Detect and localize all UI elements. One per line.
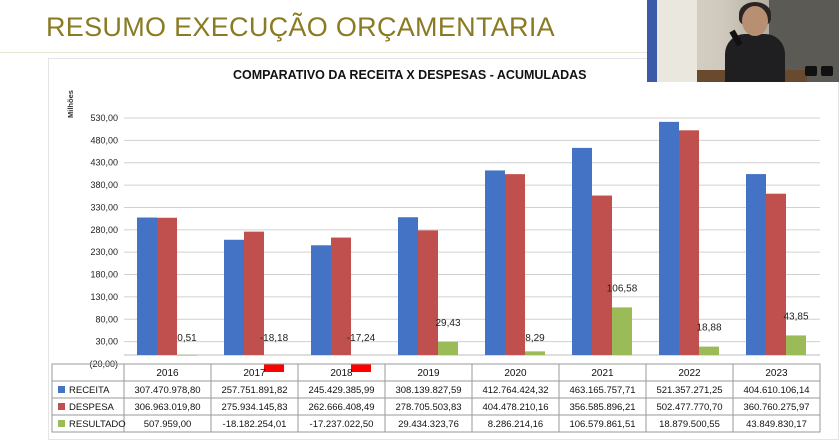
table-cell-despesa-2018: 262.666.408,49 — [308, 402, 374, 413]
table-cell-resultado-2020: 8.286.214,16 — [488, 419, 543, 430]
x-tick-label: 2018 — [330, 368, 353, 379]
bar-resultado-2022 — [699, 346, 719, 356]
y-tick-label: 130,00 — [90, 292, 118, 302]
y-tick-label: 530,00 — [90, 113, 118, 123]
x-tick-label: 2021 — [591, 368, 614, 379]
table-cell-receita-2020: 412.764.424,32 — [482, 385, 548, 396]
x-tick-label: 2017 — [243, 368, 266, 379]
bar-despesa-2020 — [505, 174, 525, 356]
bar-receita-2022 — [659, 121, 679, 356]
bar-despesa-2021 — [592, 195, 612, 356]
chart-data-table: 2016 2017 2018 2019 2020 2021 2022 2023 RECEITA 3… — [51, 363, 821, 433]
data-label-resultado-2020: 8,29 — [525, 333, 545, 344]
table-cell-resultado-2016: 507.959,00 — [144, 419, 192, 430]
bar-resultado-2019 — [438, 341, 458, 356]
table-cell-despesa-2017: 275.934.145,83 — [221, 402, 287, 413]
x-tick-label: 2022 — [678, 368, 701, 379]
table-cell-receita-2021: 463.165.757,71 — [569, 385, 635, 396]
table-cell-resultado-2021: 106.579.861,51 — [569, 419, 635, 430]
x-tick-label: 2016 — [156, 368, 179, 379]
table-cell-resultado-2018: -17.237.022,50 — [310, 419, 374, 430]
chart-panel — [48, 58, 839, 440]
bar-resultado-2020 — [525, 351, 545, 356]
table-cell-despesa-2020: 404.478.210,16 — [482, 402, 548, 413]
y-tick-label: 30,00 — [95, 337, 118, 347]
bar-receita-2017 — [224, 239, 244, 356]
bar-receita-2021 — [572, 147, 592, 356]
table-cell-despesa-2022: 502.477.770,70 — [656, 402, 722, 413]
data-label-resultado-2016: 0,51 — [177, 333, 197, 344]
y-tick-label: 380,00 — [90, 180, 118, 190]
data-label-resultado-2018: -17,24 — [347, 333, 376, 344]
y-tick-label: 80,00 — [95, 314, 118, 324]
data-label-resultado-2017: -18,18 — [260, 333, 289, 344]
table-cell-despesa-2021: 356.585.896,21 — [569, 402, 635, 413]
chart-data-labels: 0,51 -18,18 -17,24 29,43 8,29 106,58 18,88 43,8… — [177, 283, 809, 344]
table-cell-resultado-2022: 18.879.500,55 — [659, 419, 720, 430]
legend-swatch-resultado — [58, 420, 65, 427]
y-tick-label: 330,00 — [90, 202, 118, 212]
x-tick-label: 2020 — [504, 368, 527, 379]
table-cell-resultado-2019: 29.434.323,76 — [398, 419, 459, 430]
chart-bars — [137, 121, 806, 372]
table-cell-receita-2016: 307.470.978,80 — [134, 385, 200, 396]
legend-label-resultado: RESULTADO — [69, 419, 126, 430]
bar-resultado-2017 — [264, 364, 284, 372]
legend-swatch-receita — [58, 386, 65, 393]
bar-receita-2020 — [485, 170, 505, 356]
table-cell-resultado-2023: 43.849.830,17 — [746, 419, 807, 430]
table-cell-despesa-2023: 360.760.275,97 — [743, 402, 809, 413]
y-tick-label: 430,00 — [90, 158, 118, 168]
y-tick-label: 180,00 — [90, 270, 118, 280]
data-label-resultado-2021: 106,58 — [607, 283, 638, 294]
legend-label-despesa: DESPESA — [69, 402, 115, 413]
table-cell-resultado-2017: -18.182.254,01 — [223, 419, 287, 430]
table-cell-despesa-2016: 306.963.019,80 — [134, 402, 200, 413]
bar-resultado-2018 — [351, 364, 371, 372]
x-tick-label: 2023 — [765, 368, 788, 379]
bar-despesa-2023 — [766, 193, 786, 356]
chart-y-ticks: (20,00)30,0080,00130,00180,00230,00280,0… — [89, 113, 118, 369]
bar-despesa-2022 — [679, 130, 699, 356]
bar-receita-2018 — [311, 245, 331, 356]
bar-receita-2019 — [398, 217, 418, 356]
x-tick-label: 2019 — [417, 368, 440, 379]
bar-receita-2016 — [137, 217, 157, 356]
legend-label-receita: RECEITA — [69, 385, 110, 396]
y-tick-label: 480,00 — [90, 135, 118, 145]
bar-despesa-2019 — [418, 230, 438, 356]
legend-swatch-despesa — [58, 403, 65, 410]
title-rule — [0, 52, 839, 53]
table-cell-receita-2017: 257.751.891,82 — [221, 385, 287, 396]
table-cell-receita-2019: 308.139.827,59 — [395, 385, 461, 396]
slide-title: RESUMO EXECUÇÃO ORÇAMENTARIA — [46, 12, 555, 42]
bar-despesa-2017 — [244, 231, 264, 356]
webcam-video — [647, 0, 839, 82]
table-cell-receita-2018: 245.429.385,99 — [308, 385, 374, 396]
y-tick-label: 230,00 — [90, 247, 118, 257]
bar-receita-2023 — [746, 174, 766, 356]
chart-title: COMPARATIVO DA RECEITA X DESPESAS - ACUM… — [233, 68, 587, 82]
table-cell-despesa-2019: 278.705.503,83 — [395, 402, 461, 413]
bar-resultado-2016 — [177, 354, 197, 356]
table-cell-receita-2022: 521.357.271,25 — [656, 385, 722, 396]
bar-despesa-2018 — [331, 237, 351, 356]
data-label-resultado-2023: 43,85 — [783, 311, 808, 322]
table-cell-receita-2023: 404.610.106,14 — [743, 385, 809, 396]
y-tick-label: 280,00 — [90, 225, 118, 235]
bar-resultado-2021 — [612, 307, 632, 356]
bar-resultado-2023 — [786, 335, 806, 356]
data-label-resultado-2019: 29,43 — [435, 318, 460, 329]
bar-despesa-2016 — [157, 217, 177, 356]
data-label-resultado-2022: 18,88 — [696, 323, 721, 334]
